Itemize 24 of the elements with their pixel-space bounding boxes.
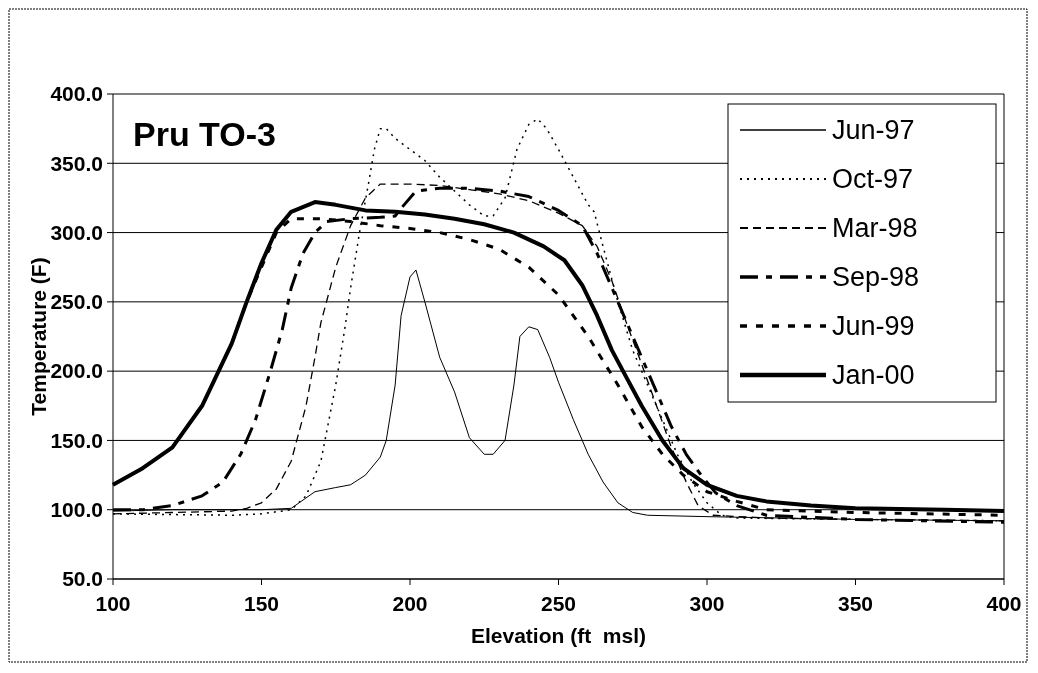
x-axis-title: Elevation (ft msl) — [470, 624, 647, 647]
x-tick-label: 100 — [95, 592, 131, 615]
y-tick-label: 350.0 — [50, 151, 103, 175]
text: Pru TO-3 — [133, 115, 276, 153]
legend-label: Jun-97 — [832, 115, 915, 146]
y-tick-label: 200.0 — [50, 359, 103, 383]
x-tick-label: 400 — [986, 592, 1022, 615]
y-axis-title: Temperature (F) — [27, 257, 50, 416]
x-tick-label: 250 — [540, 592, 577, 615]
x-tick-label: 300 — [689, 592, 725, 615]
y-tick-label: 300.0 — [50, 220, 103, 244]
y-tick-label: 400.0 — [50, 82, 103, 106]
y-tick-label: 150.0 — [50, 428, 103, 452]
legend-label: Jun-99 — [832, 311, 915, 342]
legend-label: Mar-98 — [832, 213, 918, 244]
legend-label: Sep-98 — [832, 262, 920, 293]
y-tick-label: 100.0 — [50, 498, 103, 522]
y-tick-label: 50.0 — [62, 567, 103, 591]
x-tick-label: 200 — [392, 592, 428, 615]
legend-label: Jan-00 — [832, 360, 915, 391]
legend-label: Oct-97 — [832, 164, 914, 195]
y-tick-label: 250.0 — [50, 290, 103, 314]
x-tick-label: 150 — [243, 592, 280, 615]
x-tick-label: 350 — [837, 592, 874, 615]
